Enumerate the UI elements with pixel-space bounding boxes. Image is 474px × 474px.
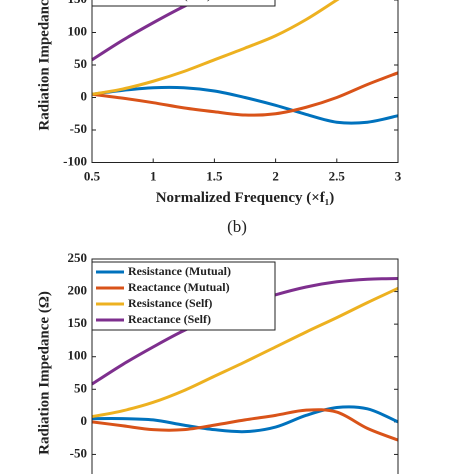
- series-line: [91, 405, 399, 434]
- x-tick-label: 1.5: [206, 168, 223, 183]
- legend-label: Reactance (Self): [128, 312, 211, 326]
- x-tick-label: 2.5: [329, 168, 346, 183]
- series-line: [91, 286, 399, 419]
- series-line: [91, 0, 201, 62]
- x-axis-label: Normalized Frequency (×f₁): [156, 190, 335, 206]
- x-tick-label: 2: [272, 168, 279, 183]
- plot-frame: [91, 258, 399, 474]
- x-tick-label: 1: [150, 168, 157, 183]
- y-axis-label: Radiation Impedance (Ω): [36, 291, 52, 455]
- y-tick-label: -50: [70, 121, 87, 136]
- series-line: [91, 0, 340, 96]
- legend-label: Reactance (Self): [128, 0, 211, 2]
- y-tick-label: 100: [68, 23, 88, 38]
- y-tick-label: 250: [68, 250, 88, 265]
- legend-label: Reactance (Mutual): [128, 280, 230, 294]
- legend-label: Resistance (Self): [128, 296, 212, 310]
- series-line: [91, 408, 399, 442]
- y-tick-label: 150: [68, 0, 88, 6]
- plot-area: [92, 0, 398, 163]
- x-tick-label: 3: [395, 168, 402, 183]
- caption: (b): [227, 217, 247, 236]
- y-tick-label: 200: [68, 283, 88, 298]
- y-axis-label: Radiation Impedance (Ω): [36, 0, 52, 131]
- y-tick-label: 50: [74, 56, 87, 71]
- y-tick-label: 0: [81, 413, 88, 428]
- x-tick-label: 0.5: [84, 168, 101, 183]
- y-tick-label: -50: [70, 445, 87, 460]
- y-tick-label: 100: [68, 348, 88, 363]
- series-line: [91, 71, 399, 117]
- plot-frame: [91, 0, 399, 163]
- y-tick-label: 0: [81, 88, 88, 103]
- y-tick-label: 50: [74, 380, 87, 395]
- series-line: [91, 85, 399, 125]
- legend-box: [91, 0, 276, 7]
- y-tick-label: -100: [63, 153, 87, 168]
- legend-label: Resistance (Mutual): [128, 264, 231, 278]
- y-tick-label: 150: [68, 315, 88, 330]
